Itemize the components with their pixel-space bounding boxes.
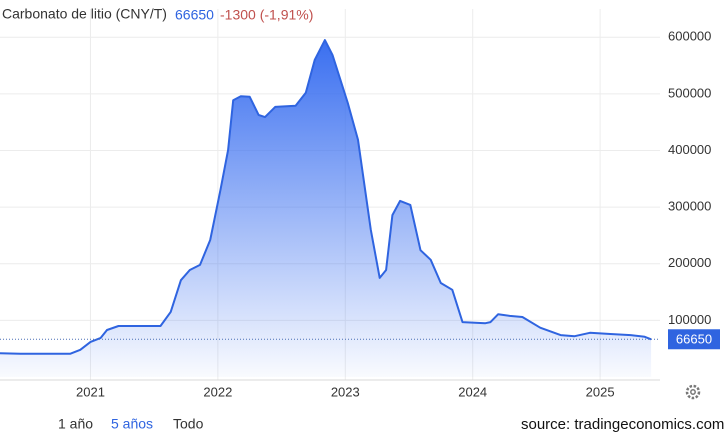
x-tick-label: 2023 <box>331 384 360 399</box>
settings-icon[interactable] <box>685 384 701 400</box>
chart-title: Carbonato de litio (CNY/T) <box>2 6 167 22</box>
x-tick-label: 2025 <box>586 384 615 399</box>
current-value-badge <box>668 329 720 350</box>
y-tick-label: 200000 <box>668 255 711 270</box>
y-tick-label: 400000 <box>668 142 711 157</box>
x-tick-label: 2024 <box>458 384 487 399</box>
source-box <box>515 408 727 440</box>
price-change: -1300 (-1,91%) <box>220 7 313 23</box>
source: source: tradingeconomics.com <box>521 416 724 433</box>
y-tick-label: 300000 <box>668 199 711 214</box>
current-value: 66650 <box>175 7 214 23</box>
plot-area <box>0 9 660 380</box>
y-tick-label: 100000 <box>668 312 711 327</box>
area <box>0 40 652 377</box>
range-button[interactable]: 1 año <box>58 416 93 432</box>
x-tick-label: 2021 <box>76 384 105 399</box>
line <box>0 39 652 355</box>
range-button[interactable]: 5 años <box>111 416 153 432</box>
x-tick-label: 2022 <box>203 384 232 399</box>
y-tick-label: 500000 <box>668 85 711 100</box>
y-tick-label: 600000 <box>668 29 711 44</box>
current-value-label: 66650 <box>676 332 712 347</box>
range-button[interactable]: Todo <box>173 416 204 432</box>
